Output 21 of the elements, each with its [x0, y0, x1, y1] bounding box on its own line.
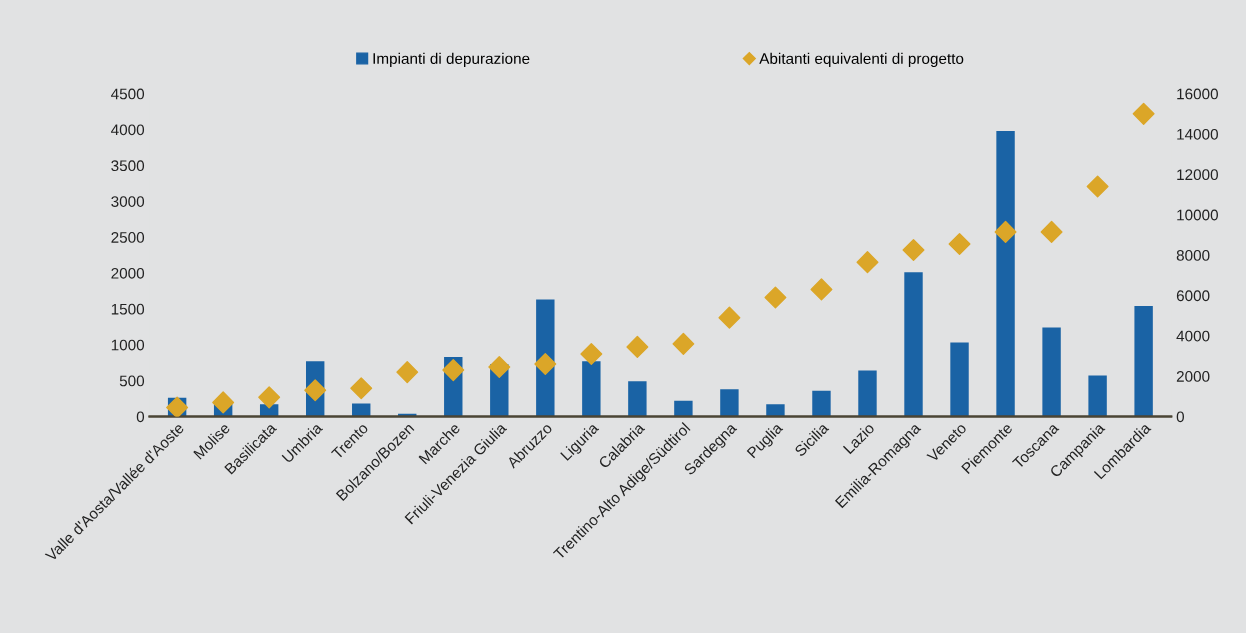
y2-tick-label: 12000 — [1177, 169, 1218, 181]
y-tick-label: 3500 — [111, 160, 145, 172]
y-tick-label: 2000 — [111, 267, 145, 279]
y-tick-label: 0 — [136, 411, 145, 423]
y-tick-label: 1500 — [111, 303, 145, 315]
y2-tick-label: 0 — [1176, 411, 1184, 423]
y2-tick-label: 2000 — [1176, 371, 1210, 382]
y-tick-label: 4000 — [111, 124, 145, 136]
y-tick-label: 2500 — [111, 232, 145, 243]
y-tick-label: 1000 — [111, 339, 145, 351]
legend-label: Impianti di depurazione — [373, 52, 530, 68]
y-tick-label: 4500 — [111, 88, 145, 100]
y2-tick-label: 4000 — [1176, 330, 1210, 342]
y2-tick-label: 16000 — [1177, 88, 1218, 100]
y2-tick-label: 8000 — [1176, 249, 1210, 261]
y2-tick-label: 6000 — [1176, 290, 1210, 302]
y-tick-label: 500 — [119, 375, 145, 387]
y2-tick-label: 10000 — [1177, 209, 1218, 221]
y2-tick-label: 14000 — [1177, 128, 1218, 140]
y-tick-label: 3000 — [111, 196, 145, 207]
legend-label: Abitanti equivalenti di progetto — [759, 52, 964, 68]
